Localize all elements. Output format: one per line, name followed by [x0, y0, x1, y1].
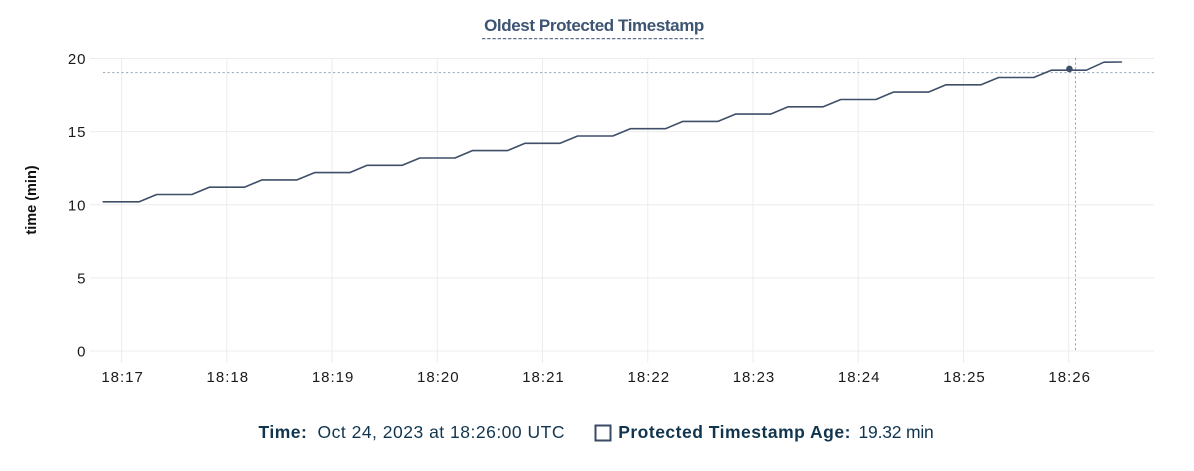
svg-text:Time:: Time:: [259, 422, 308, 442]
svg-text:time (min): time (min): [24, 165, 40, 234]
svg-text:18:25: 18:25: [943, 369, 986, 386]
svg-text:18:26: 18:26: [1048, 369, 1091, 386]
svg-text:Oldest Protected Timestamp: Oldest Protected Timestamp: [484, 16, 704, 35]
svg-text:Protected Timestamp Age:: Protected Timestamp Age:: [618, 422, 851, 442]
svg-text:18:18: 18:18: [207, 369, 250, 386]
svg-text:5: 5: [77, 270, 86, 287]
svg-text:0: 0: [77, 344, 86, 361]
svg-text:18:17: 18:17: [101, 369, 144, 386]
svg-text:10: 10: [68, 197, 87, 214]
svg-text:18:23: 18:23: [733, 369, 776, 386]
svg-text:18:20: 18:20: [417, 369, 460, 386]
svg-text:18:21: 18:21: [522, 369, 565, 386]
svg-text:20: 20: [68, 51, 87, 68]
svg-text:Oct 24, 2023 at 18:26:00 UTC: Oct 24, 2023 at 18:26:00 UTC: [318, 422, 565, 442]
svg-text:18:19: 18:19: [312, 369, 355, 386]
svg-text:15: 15: [68, 124, 87, 141]
svg-text:18:24: 18:24: [838, 369, 881, 386]
svg-text:18:22: 18:22: [628, 369, 671, 386]
svg-text:19.32 min: 19.32 min: [859, 422, 934, 442]
